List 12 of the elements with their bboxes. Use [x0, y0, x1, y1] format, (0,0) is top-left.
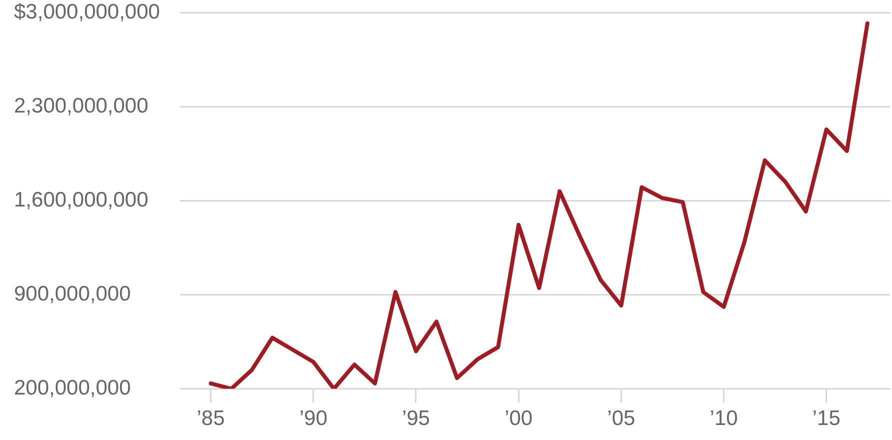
- x-tick-label: ’95: [402, 407, 430, 430]
- x-tick-label: ’90: [299, 407, 328, 430]
- x-tick-label: ’00: [504, 407, 533, 430]
- y-tick-label: 2,300,000,000: [14, 94, 148, 118]
- x-tick-label: ’15: [812, 407, 840, 430]
- x-tick-label: ’10: [710, 407, 738, 430]
- y-tick-label: 900,000,000: [14, 282, 131, 306]
- x-tick-label: ’85: [196, 407, 225, 430]
- y-tick-label: 1,600,000,000: [14, 188, 148, 212]
- y-tick-label: 200,000,000: [14, 376, 131, 400]
- x-tick-label: ’05: [607, 407, 636, 430]
- y-tick-label: $3,000,000,000: [14, 0, 160, 24]
